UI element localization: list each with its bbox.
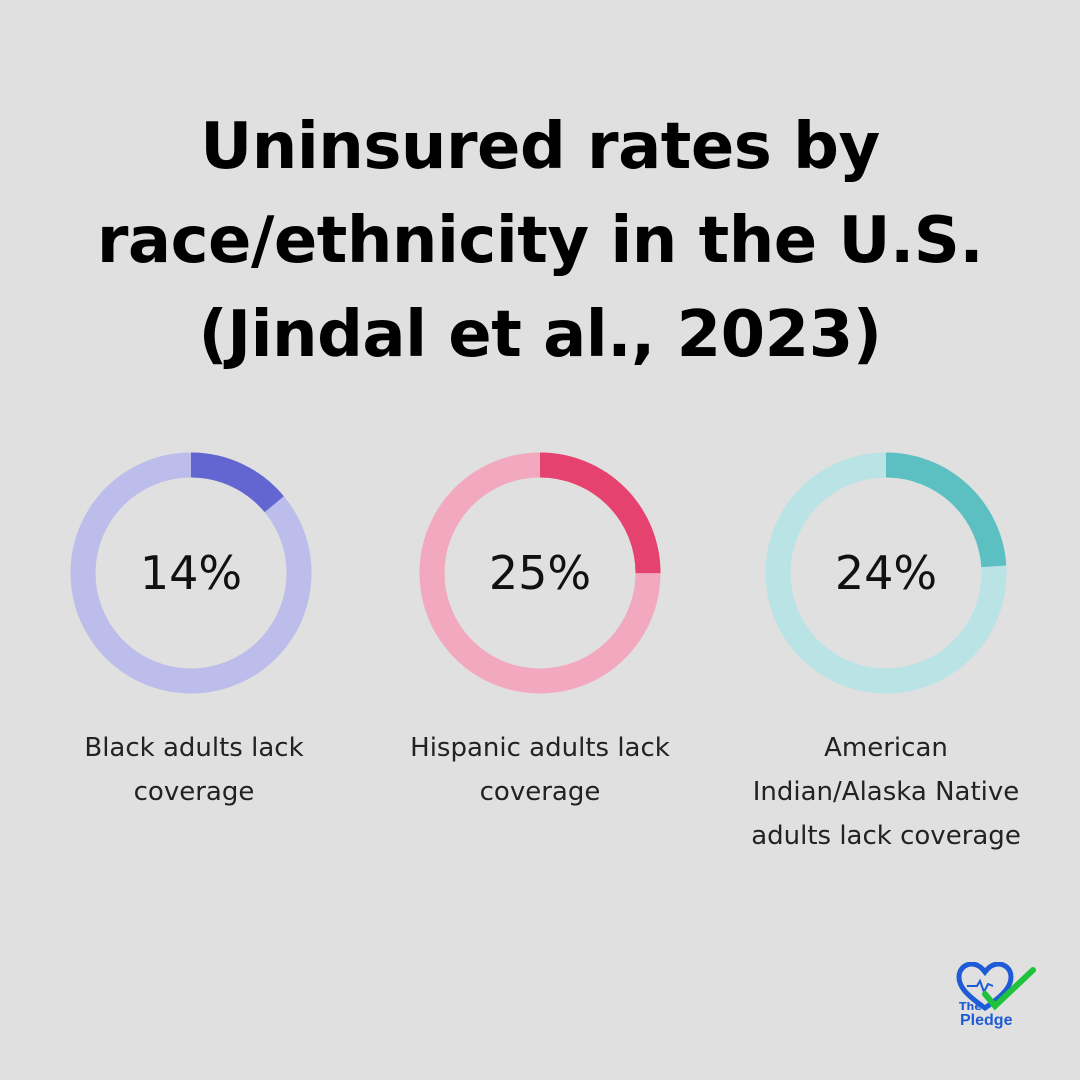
pledge-logo: The Pledge — [955, 962, 1039, 1038]
logo-the: The — [959, 1000, 982, 1013]
donut-hispanic-arc — [419, 452, 661, 694]
donut-hispanic-value: 25% — [488, 546, 592, 600]
donut-aian-svg — [765, 452, 1007, 694]
donut-hispanic: 25% — [419, 452, 661, 694]
donut-black-arc — [70, 452, 312, 694]
donut-black-value: 14% — [139, 546, 243, 600]
title-line-2: race/ethnicity in the U.S. — [96, 204, 984, 278]
heart-check-icon — [956, 962, 1036, 1012]
donut-black-svg — [70, 452, 312, 694]
donut-black: 14% — [70, 452, 312, 694]
donut-hispanic-svg — [419, 452, 661, 694]
title-line-1: Uninsured rates by — [200, 110, 880, 184]
donut-aian: 24% — [765, 452, 1007, 694]
donut-aian-value: 24% — [834, 546, 938, 600]
caption-black: Black adults lack coverage — [84, 733, 304, 807]
donut-aian-arc — [765, 452, 1007, 694]
title-line-3: (Jindal et al., 2023) — [198, 298, 882, 372]
caption-hispanic: Hispanic adults lack coverage — [410, 733, 670, 807]
chart-title: Uninsured rates by race/ethnicity in the… — [0, 100, 1080, 382]
logo-name: Pledge — [960, 1012, 1013, 1029]
caption-aian: American Indian/Alaska Native adults lac… — [751, 733, 1021, 851]
